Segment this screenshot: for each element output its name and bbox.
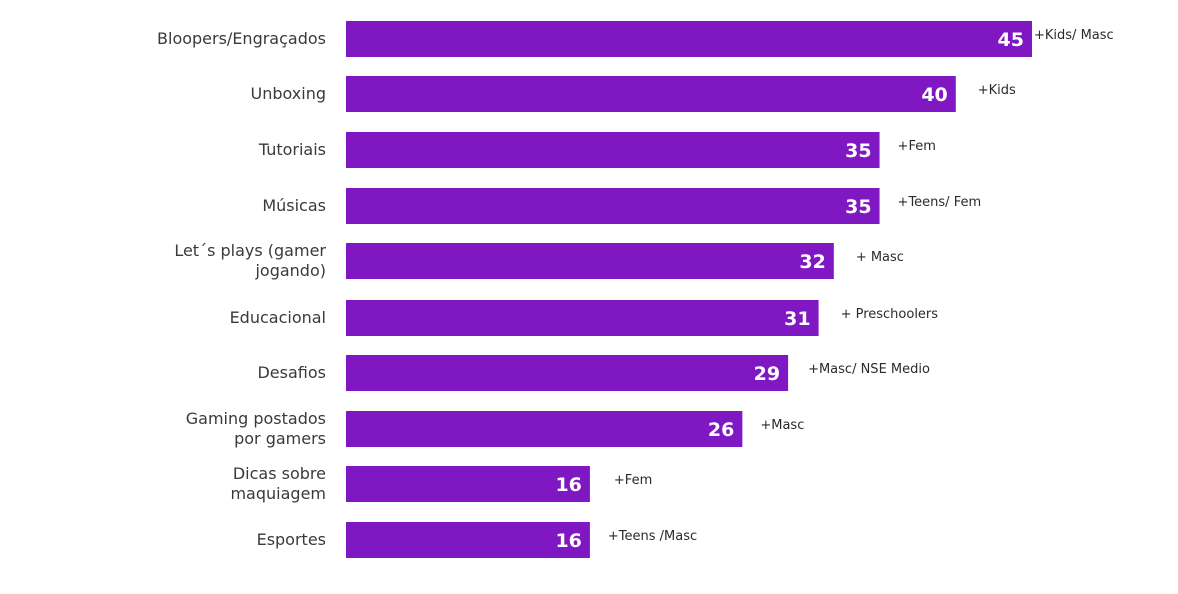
bar bbox=[346, 21, 1032, 57]
bars-group: 45 Bloopers/Engraçados +Kids/ Masc 40 Unboxi… bbox=[157, 21, 1114, 558]
bar-value-label: 26 bbox=[708, 419, 734, 441]
bar-annotation: +Kids bbox=[978, 83, 1016, 98]
bar bbox=[346, 76, 956, 112]
bar bbox=[346, 132, 880, 168]
bar bbox=[346, 522, 590, 558]
category-label: Let´s plays (gamer jogando) bbox=[174, 241, 326, 280]
bar-value-label: 40 bbox=[921, 84, 947, 106]
bar-value-label: 32 bbox=[799, 251, 825, 273]
bar bbox=[346, 300, 819, 336]
bar-value-label: 16 bbox=[555, 474, 581, 496]
bar-annotation: + Preschoolers bbox=[841, 307, 939, 322]
category-label: Esportes bbox=[257, 530, 326, 549]
bar-annotation: +Masc bbox=[760, 418, 804, 433]
bar-annotation: + Masc bbox=[856, 250, 904, 265]
bar-annotation: +Masc/ NSE Medio bbox=[808, 362, 930, 377]
category-label: Educacional bbox=[230, 308, 326, 327]
category-label: Desafios bbox=[257, 363, 326, 382]
bar-annotation: +Teens /Masc bbox=[608, 529, 697, 544]
category-label: Unboxing bbox=[250, 84, 326, 103]
bar-annotation: +Fem bbox=[614, 473, 652, 488]
bar-annotation: +Teens/ Fem bbox=[898, 195, 982, 210]
bar-value-label: 29 bbox=[754, 363, 780, 385]
category-label: Gaming postados por gamers bbox=[186, 409, 326, 448]
category-label: Dicas sobre maquiagem bbox=[230, 464, 326, 503]
category-label: Tutoriais bbox=[258, 140, 326, 159]
bar-value-label: 35 bbox=[845, 140, 871, 162]
bar bbox=[346, 188, 880, 224]
bar bbox=[346, 466, 590, 502]
bar bbox=[346, 411, 743, 447]
bar bbox=[346, 243, 834, 279]
category-label: Músicas bbox=[262, 196, 326, 215]
bar-value-label: 45 bbox=[998, 29, 1024, 51]
bar-value-label: 31 bbox=[784, 308, 810, 330]
bar-value-label: 16 bbox=[555, 530, 581, 552]
category-label: Bloopers/Engraçados bbox=[157, 29, 326, 48]
bar bbox=[346, 355, 789, 391]
bar-annotation: +Kids/ Masc bbox=[1034, 28, 1114, 43]
bar-annotation: +Fem bbox=[898, 139, 936, 154]
bar-value-label: 35 bbox=[845, 196, 871, 218]
